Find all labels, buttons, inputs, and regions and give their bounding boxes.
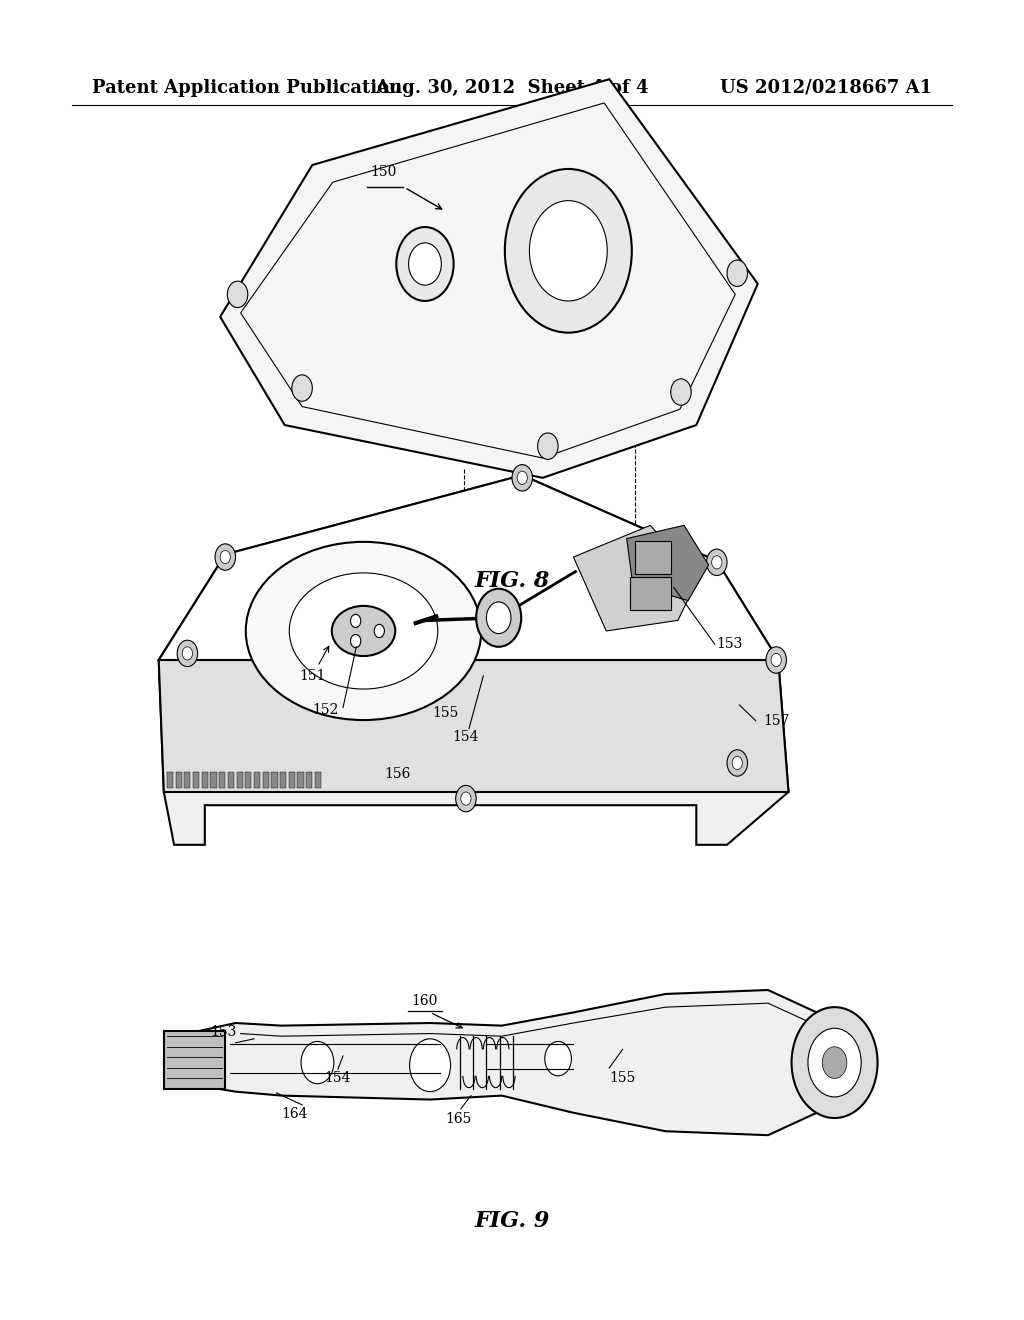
Text: 153: 153 [717, 638, 743, 651]
Bar [202, 772, 208, 788]
Polygon shape [159, 475, 778, 660]
Circle shape [712, 556, 722, 569]
Polygon shape [179, 990, 852, 1135]
Text: FIG. 8: FIG. 8 [474, 570, 550, 591]
Circle shape [517, 471, 527, 484]
Polygon shape [627, 525, 709, 601]
Circle shape [292, 375, 312, 401]
Bar [176, 772, 182, 788]
Bar [635, 541, 671, 574]
Polygon shape [159, 475, 788, 845]
Bar [211, 772, 217, 788]
Circle shape [301, 1041, 334, 1084]
Circle shape [350, 614, 360, 627]
Circle shape [220, 550, 230, 564]
Circle shape [727, 260, 748, 286]
Circle shape [374, 624, 384, 638]
Bar [306, 772, 312, 788]
Bar [297, 772, 303, 788]
Text: 153: 153 [210, 1026, 237, 1039]
Bar [193, 772, 199, 788]
Bar [184, 772, 190, 788]
Circle shape [766, 647, 786, 673]
Text: 152: 152 [312, 704, 339, 717]
Bar [289, 772, 295, 788]
Text: 165: 165 [445, 1113, 472, 1126]
Circle shape [792, 1007, 878, 1118]
Circle shape [545, 1041, 571, 1076]
Ellipse shape [289, 573, 438, 689]
Circle shape [538, 433, 558, 459]
Bar [254, 772, 260, 788]
Bar [167, 772, 173, 788]
Polygon shape [164, 1031, 225, 1089]
Bar [227, 772, 233, 788]
Bar [271, 772, 278, 788]
Text: Aug. 30, 2012  Sheet 4 of 4: Aug. 30, 2012 Sheet 4 of 4 [375, 79, 649, 96]
Ellipse shape [246, 541, 481, 721]
Circle shape [808, 1028, 861, 1097]
Circle shape [456, 785, 476, 812]
Circle shape [486, 602, 511, 634]
Bar [219, 772, 225, 788]
Text: FIG. 9: FIG. 9 [474, 1210, 550, 1232]
Text: US 2012/0218667 A1: US 2012/0218667 A1 [720, 79, 932, 96]
Bar [246, 772, 252, 788]
Text: 157: 157 [763, 714, 790, 727]
Circle shape [727, 750, 748, 776]
Circle shape [410, 1039, 451, 1092]
Bar [237, 772, 243, 788]
Circle shape [350, 635, 360, 648]
Circle shape [227, 281, 248, 308]
Circle shape [671, 379, 691, 405]
Bar [315, 772, 322, 788]
Text: A: A [369, 612, 378, 626]
Text: 151: 151 [299, 669, 326, 682]
Bar [630, 577, 671, 610]
Polygon shape [573, 525, 698, 631]
Circle shape [461, 792, 471, 805]
Text: 150: 150 [371, 165, 397, 178]
Polygon shape [220, 79, 758, 478]
Ellipse shape [332, 606, 395, 656]
Text: 164: 164 [282, 1107, 308, 1121]
Circle shape [476, 589, 521, 647]
Bar [281, 772, 287, 788]
Circle shape [409, 243, 441, 285]
Circle shape [707, 549, 727, 576]
Text: 155: 155 [609, 1072, 636, 1085]
Text: 154: 154 [325, 1072, 351, 1085]
Polygon shape [159, 660, 788, 792]
Text: 156: 156 [384, 767, 411, 780]
Bar [262, 772, 268, 788]
Circle shape [529, 201, 607, 301]
Text: 160: 160 [412, 994, 438, 1007]
Circle shape [215, 544, 236, 570]
Circle shape [396, 227, 454, 301]
Circle shape [771, 653, 781, 667]
Circle shape [512, 465, 532, 491]
Circle shape [822, 1047, 847, 1078]
Text: 154: 154 [453, 730, 479, 743]
Circle shape [182, 647, 193, 660]
Circle shape [732, 756, 742, 770]
Text: Patent Application Publication: Patent Application Publication [92, 79, 402, 96]
Circle shape [505, 169, 632, 333]
Circle shape [177, 640, 198, 667]
Text: 155: 155 [432, 706, 459, 719]
